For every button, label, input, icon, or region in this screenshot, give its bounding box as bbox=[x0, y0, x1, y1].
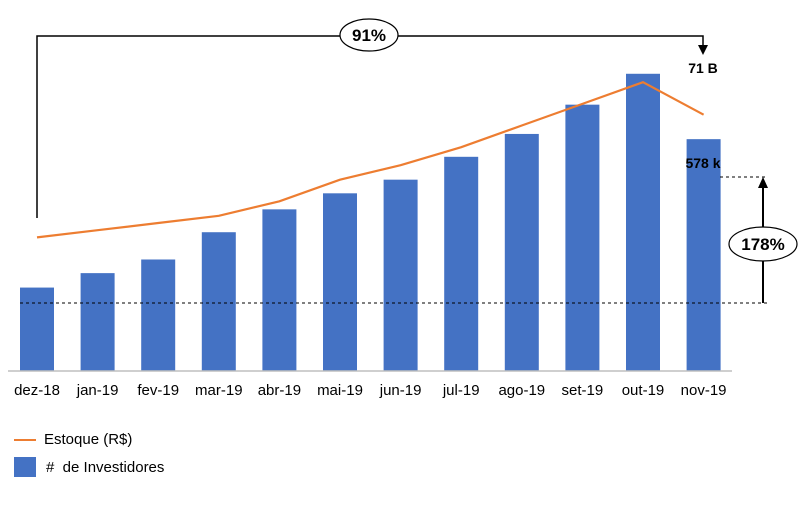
line-series-estoque bbox=[36, 80, 705, 239]
bar-jan-19 bbox=[80, 273, 115, 371]
x-tick-label-nov-19: nov-19 bbox=[681, 382, 727, 399]
bar-out-19 bbox=[626, 73, 660, 371]
x-tick-label-abr-19: abr-19 bbox=[258, 382, 301, 399]
bar-growth-arrow-head bbox=[758, 177, 768, 188]
bar-abr-19 bbox=[262, 209, 297, 371]
bar-jun-19 bbox=[383, 179, 418, 371]
x-tick-label-mai-19: mai-19 bbox=[317, 382, 363, 399]
bar-growth-bubble bbox=[728, 226, 798, 262]
x-tick-label-set-19: set-19 bbox=[562, 382, 604, 399]
x-tick-label-jan-19: jan-19 bbox=[76, 382, 119, 399]
line-growth-label: 91% bbox=[352, 26, 386, 45]
x-tick-label-out-19: out-19 bbox=[622, 382, 665, 399]
bar-nov-19 bbox=[686, 139, 721, 371]
bar-last-data-label: 578 k bbox=[685, 155, 720, 171]
bar-growth-label: 178% bbox=[741, 235, 784, 254]
line-last-data-label: 71 B bbox=[688, 60, 718, 76]
bar-fev-19 bbox=[141, 259, 176, 371]
legend-label-estoque: Estoque (R$) bbox=[44, 431, 133, 448]
line-growth-bracket bbox=[36, 35, 704, 218]
x-tick-label-jul-19: jul-19 bbox=[442, 382, 480, 399]
bar-set-19 bbox=[565, 104, 600, 371]
line-growth-arrow-head bbox=[698, 45, 708, 55]
bar-dez-18 bbox=[20, 287, 54, 371]
bar-jul-19 bbox=[444, 156, 479, 371]
x-tick-label-jun-19: jun-19 bbox=[379, 382, 422, 399]
legend-label-investidores: # de Investidores bbox=[46, 458, 165, 476]
x-axis-ticks: dez-18 jan-19 fev-19 mar-19 abr-19 mai-19 jun-… bbox=[14, 382, 726, 399]
bar-mai-19 bbox=[323, 193, 357, 371]
legend-line-swatch bbox=[14, 438, 36, 441]
legend-bar-swatch bbox=[14, 457, 36, 477]
legend-item-investidores: # de Investidores bbox=[14, 457, 164, 477]
x-tick-label-mar-19: mar-19 bbox=[195, 382, 243, 399]
x-tick-label-fev-19: fev-19 bbox=[137, 382, 179, 399]
bar-series bbox=[20, 73, 721, 371]
x-tick-label-ago-19: ago-19 bbox=[498, 382, 545, 399]
bar-mar-19 bbox=[201, 232, 236, 371]
x-tick-label-dez-18: dez-18 bbox=[14, 382, 60, 399]
legend-item-estoque: Estoque (R$) bbox=[14, 431, 132, 448]
line-growth-bubble bbox=[339, 18, 399, 52]
bar-ago-19 bbox=[504, 133, 539, 371]
